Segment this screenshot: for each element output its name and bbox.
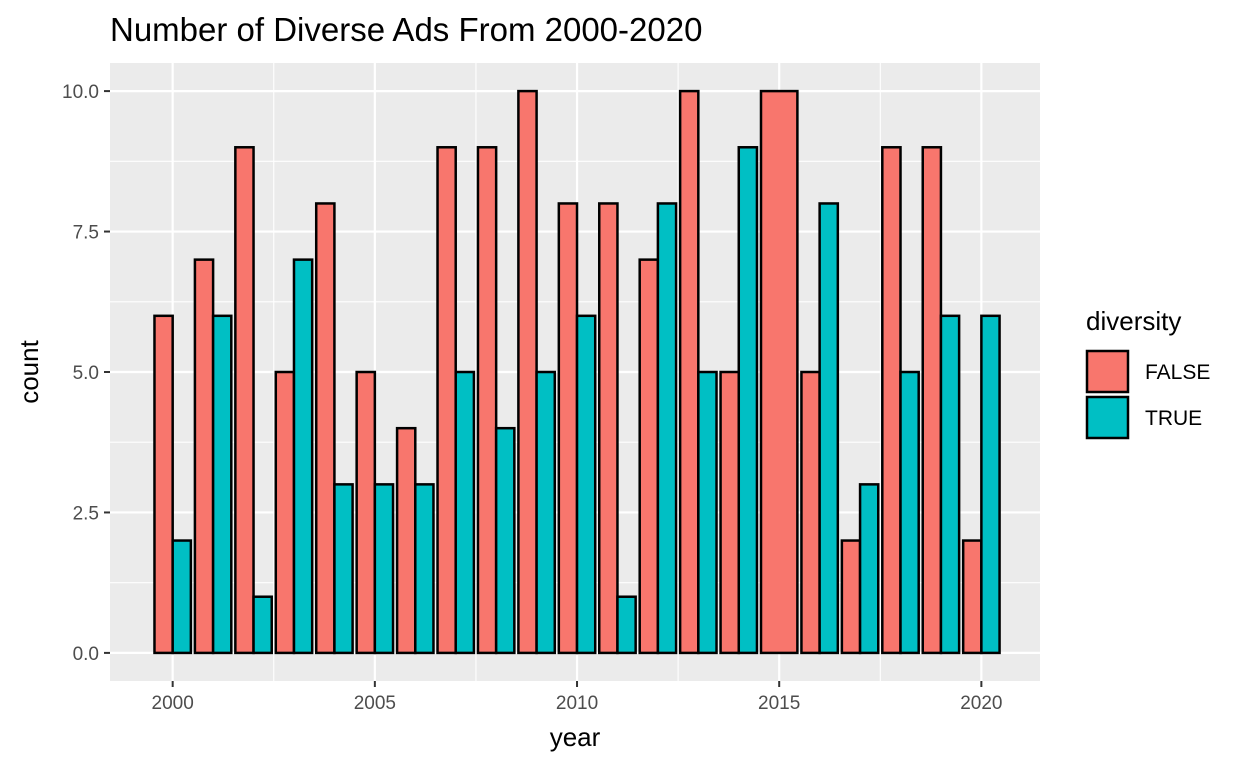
bar-2017-false bbox=[840, 539, 862, 655]
bar-2001-false bbox=[193, 258, 215, 655]
bar-2008-false bbox=[476, 146, 498, 655]
legend-title: diversity bbox=[1086, 306, 1181, 336]
bar-2020-false bbox=[961, 539, 983, 655]
bar-2020-true bbox=[980, 314, 1001, 655]
bar-2015-false bbox=[759, 89, 799, 655]
bar-2013-false bbox=[678, 89, 700, 655]
bar-2009-false bbox=[517, 89, 538, 655]
bar-2012-false bbox=[638, 258, 660, 655]
x-tick-label: 2020 bbox=[960, 693, 1002, 714]
bar-2011-false bbox=[598, 202, 619, 655]
bar-2010-false bbox=[557, 202, 579, 655]
bar-2003-true bbox=[292, 258, 314, 655]
bar-2011-true bbox=[616, 595, 637, 655]
bar-2009-true bbox=[535, 370, 557, 655]
plot-panel bbox=[110, 63, 1040, 681]
x-tick-label: 2015 bbox=[758, 693, 800, 714]
bar-2006-false bbox=[395, 426, 417, 655]
legend-label-false: FALSE bbox=[1145, 361, 1210, 384]
bar-2000-false bbox=[153, 314, 174, 655]
bar-2007-false bbox=[436, 146, 457, 655]
bar-2016-true bbox=[818, 202, 840, 655]
bar-2007-true bbox=[454, 370, 476, 655]
x-axis-title: year bbox=[550, 722, 601, 752]
bar-2006-true bbox=[414, 483, 435, 655]
bar-2019-false bbox=[921, 146, 943, 655]
y-tick-label: 0.0 bbox=[73, 644, 99, 665]
bar-2019-true bbox=[939, 314, 961, 655]
bar-2008-true bbox=[494, 426, 516, 655]
y-tick-label: 5.0 bbox=[73, 363, 99, 384]
legend-label-true: TRUE bbox=[1145, 407, 1202, 430]
bar-2005-false bbox=[355, 370, 377, 655]
bar-2004-false bbox=[314, 202, 336, 655]
bar-2013-true bbox=[697, 370, 718, 655]
bar-2002-true bbox=[252, 595, 273, 655]
bar-2012-true bbox=[656, 202, 678, 655]
y-tick-label: 10.0 bbox=[62, 82, 99, 103]
y-tick-label: 7.5 bbox=[73, 223, 99, 244]
bar-2005-true bbox=[373, 483, 395, 655]
y-tick-label: 2.5 bbox=[73, 503, 99, 524]
bar-2018-true bbox=[899, 370, 920, 655]
bar-2001-true bbox=[211, 314, 233, 655]
legend-key-false bbox=[1085, 349, 1130, 394]
bar-2000-true bbox=[171, 539, 193, 655]
x-axis: 2000 2005 2010 2015 2020 bbox=[152, 681, 1003, 714]
legend: diversity FALSE TRUE bbox=[1085, 306, 1210, 440]
bar-2010-true bbox=[575, 314, 597, 655]
bar-2014-false bbox=[719, 370, 741, 655]
bar-2017-true bbox=[858, 483, 880, 655]
bar-2016-false bbox=[800, 370, 821, 655]
legend-key-true bbox=[1085, 395, 1130, 440]
bar-2004-true bbox=[333, 483, 354, 655]
bar-2002-false bbox=[234, 146, 255, 655]
x-tick-label: 2005 bbox=[354, 693, 396, 714]
bar-2018-false bbox=[881, 146, 902, 655]
y-axis-title: count bbox=[14, 339, 44, 403]
x-tick-label: 2000 bbox=[152, 693, 194, 714]
bar-2014-true bbox=[737, 146, 759, 655]
bar-2003-false bbox=[274, 370, 296, 655]
chart-title: Number of Diverse Ads From 2000-2020 bbox=[110, 11, 702, 48]
x-tick-label: 2010 bbox=[556, 693, 598, 714]
y-axis: 0.0 2.5 5.0 7.5 10.0 bbox=[62, 82, 110, 665]
